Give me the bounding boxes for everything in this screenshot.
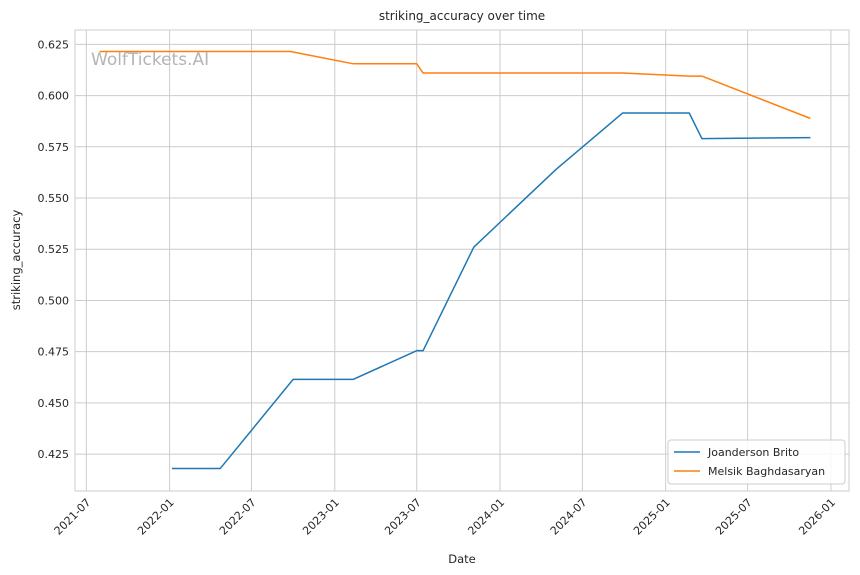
x-tick-label: 2023-01 (300, 496, 342, 538)
x-tick-label: 2022-01 (135, 496, 177, 538)
legend-entry-label: Joanderson Brito (707, 446, 799, 459)
x-tick-label: 2024-01 (465, 496, 507, 538)
y-tick-label: 0.600 (38, 90, 70, 103)
y-tick-label: 0.625 (38, 38, 70, 51)
series-line (99, 50, 811, 120)
series-line (172, 112, 811, 470)
series-lines (99, 50, 811, 470)
y-tick-label: 0.525 (38, 243, 70, 256)
x-tick-label: 2026-01 (796, 496, 838, 538)
plot-area (75, 30, 849, 491)
grid-lines (75, 30, 849, 491)
y-tick-label: 0.550 (38, 192, 70, 205)
legend: Joanderson Brito Melsik Baghdasaryan (667, 439, 846, 485)
legend-box (667, 439, 846, 485)
x-tick-label: 2024-07 (548, 496, 590, 538)
y-tick-label: 0.475 (38, 346, 70, 359)
x-tick-label: 2025-01 (631, 496, 673, 538)
y-tick-label: 0.575 (38, 141, 70, 154)
x-tick-label: 2023-07 (382, 496, 424, 538)
plot-frame (74, 29, 850, 492)
watermark: WolfTickets.AI (91, 50, 209, 70)
y-axis-label: striking_accuracy (9, 210, 23, 311)
legend-entry-label: Melsik Baghdasaryan (708, 465, 825, 478)
x-tick-label: 2021-07 (52, 496, 94, 538)
x-axis-ticks: 2021-07 2022-01 2022-07 2023-01 2023-07 2024-… (52, 496, 838, 538)
chart-title: striking_accuracy over time (379, 9, 545, 23)
y-tick-label: 0.450 (38, 397, 70, 410)
x-tick-label: 2025-07 (713, 496, 755, 538)
x-tick-label: 2022-07 (217, 496, 259, 538)
y-tick-label: 0.425 (38, 448, 70, 461)
y-tick-label: 0.500 (38, 294, 70, 307)
x-axis-label: Date (448, 552, 476, 566)
y-axis-ticks: 0.425 0.450 0.475 0.500 0.525 0.550 0.575 0.600… (38, 38, 70, 461)
